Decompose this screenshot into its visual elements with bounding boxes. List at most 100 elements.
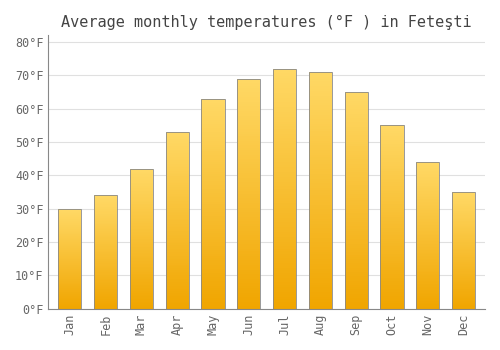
Bar [344,99,368,101]
Bar [237,95,260,97]
Bar [452,213,475,214]
Bar [130,292,153,293]
Bar [380,230,404,232]
Bar [202,218,224,220]
Bar [380,151,404,153]
Bar [308,119,332,122]
Bar [237,247,260,249]
Bar [273,100,296,102]
Bar [130,237,153,239]
Bar [452,274,475,275]
Bar [344,304,368,307]
Bar [380,169,404,171]
Bar [166,282,189,284]
Bar [273,90,296,93]
Bar [452,234,475,235]
Bar [380,184,404,186]
Bar [94,222,118,223]
Bar [416,174,440,175]
Bar [416,256,440,257]
Bar [452,193,475,194]
Bar [380,168,404,169]
Bar [380,245,404,246]
Bar [130,202,153,204]
Bar [58,272,82,273]
Bar [237,150,260,152]
Bar [237,157,260,159]
Bar [202,147,224,149]
Bar [380,188,404,190]
Bar [166,196,189,197]
Bar [166,132,189,309]
Bar [344,283,368,285]
Bar [130,195,153,197]
Bar [237,111,260,113]
Bar [273,76,296,78]
Bar [166,220,189,222]
Bar [94,292,118,293]
Bar [273,218,296,220]
Bar [380,221,404,223]
Bar [202,262,224,265]
Bar [273,150,296,153]
Bar [58,283,82,284]
Bar [380,193,404,195]
Bar [130,197,153,198]
Bar [273,258,296,261]
Bar [166,178,189,180]
Bar [452,196,475,197]
Bar [94,242,118,243]
Bar [58,273,82,274]
Bar [452,295,475,296]
Bar [308,93,332,96]
Bar [380,223,404,224]
Bar [130,284,153,285]
Bar [452,269,475,270]
Bar [130,169,153,170]
Bar [416,265,440,266]
Bar [166,197,189,199]
Bar [344,302,368,304]
Bar [416,200,440,202]
Bar [308,236,332,238]
Bar [452,293,475,294]
Bar [308,138,332,141]
Bar [237,307,260,309]
Bar [344,150,368,153]
Bar [308,86,332,89]
Bar [58,250,82,251]
Bar [166,258,189,259]
Bar [202,212,224,214]
Title: Average monthly temperatures (°F ) in Feteşti: Average monthly temperatures (°F ) in Fe… [62,15,472,30]
Bar [344,259,368,261]
Bar [166,219,189,220]
Bar [58,287,82,288]
Bar [344,172,368,174]
Bar [380,180,404,182]
Bar [416,306,440,307]
Bar [58,296,82,297]
Bar [130,306,153,307]
Bar [94,284,118,285]
Bar [130,211,153,212]
Bar [130,187,153,188]
Bar [380,226,404,228]
Bar [94,199,118,200]
Bar [273,251,296,253]
Bar [58,289,82,290]
Bar [452,259,475,260]
Bar [202,265,224,267]
Bar [452,291,475,293]
Bar [58,241,82,242]
Bar [416,263,440,265]
Bar [237,215,260,217]
Bar [130,302,153,303]
Bar [202,195,224,197]
Bar [416,184,440,186]
Bar [416,199,440,200]
Bar [202,193,224,195]
Bar [380,237,404,239]
Bar [416,216,440,218]
Bar [308,240,332,243]
Bar [452,298,475,300]
